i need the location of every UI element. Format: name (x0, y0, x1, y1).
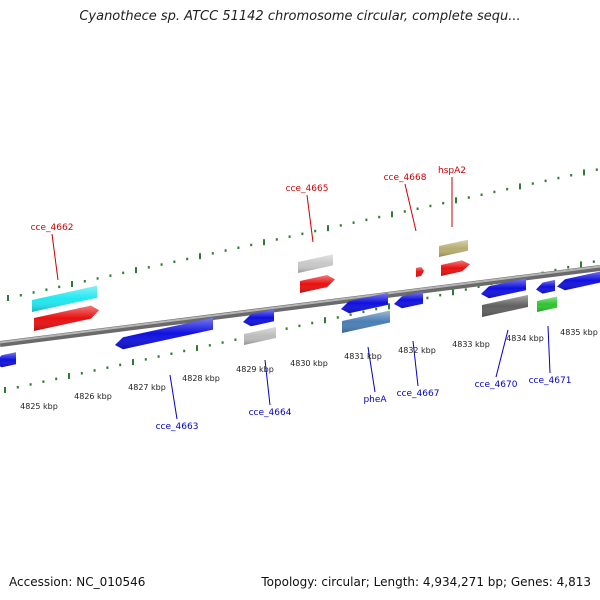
kbp-label: 4833 kbp (452, 340, 490, 349)
gene-label: cce_4671 (529, 376, 572, 386)
gene-label: cce_4670 (475, 380, 518, 390)
gene-label: pheA (363, 395, 387, 405)
gene-leader-line (412, 340, 419, 387)
gene-leader-line (495, 329, 509, 378)
gene-label: cce_4662 (31, 223, 74, 233)
gene-feature-shading (482, 295, 528, 317)
gene-feature-shading (0, 352, 16, 368)
gene-feature-shading (300, 275, 335, 293)
kbp-label: 4830 kbp (290, 359, 328, 368)
gene-feature-shading (536, 279, 555, 294)
kbp-label: 4835 kbp (560, 328, 598, 337)
gene-label: cce_4665 (286, 184, 329, 194)
gene-feature-shading (481, 278, 526, 299)
gene-labels: cce_4662 cce_4665 cce_4668 hspA2 cce_4663 cce… (31, 166, 572, 432)
tick-track-top (7, 168, 598, 301)
kbp-label: 4828 kbp (182, 374, 220, 383)
gene-feature-shading (342, 310, 390, 333)
gene-label: cce_4664 (249, 408, 292, 418)
kbp-label: 4827 kbp (128, 383, 166, 392)
gene-feature-shading (416, 266, 424, 277)
gene-features (0, 239, 600, 368)
gene-feature-shading (439, 239, 468, 257)
gene-feature-shading (557, 271, 600, 291)
gene-feature-shading (341, 292, 388, 314)
gene-feature-shading (394, 291, 423, 309)
gene-leader-line (169, 374, 178, 420)
gene-label: hspA2 (438, 166, 466, 176)
gene-leader-line (547, 325, 551, 374)
accession-text: Accession: NC_010546 (9, 575, 146, 589)
genome-summary-text: Topology: circular; Length: 4,934,271 bp… (261, 575, 591, 589)
gene-leader-line (51, 233, 59, 281)
gene-feature-shading (243, 309, 274, 327)
kbp-label: 4831 kbp (344, 352, 382, 361)
backbone-line (0, 265, 600, 347)
kbp-label: 4825 kbp (20, 402, 58, 411)
gene-label: cce_4668 (384, 173, 427, 183)
gene-feature-shading (115, 317, 213, 350)
gene-feature-shading (441, 260, 470, 276)
kbp-label: 4826 kbp (74, 392, 112, 401)
gene-leader-line (367, 346, 376, 393)
gene-feature-shading (298, 254, 333, 273)
chromosome-backbone (0, 265, 600, 347)
kbp-label: 4834 kbp (506, 334, 544, 343)
kbp-label: 4832 kbp (398, 346, 436, 355)
backbone-highlight (0, 265, 600, 344)
gene-feature-shading (537, 296, 557, 312)
gene-leader-line (306, 194, 314, 243)
gene-leader-line (404, 183, 417, 232)
gene-feature-shading (244, 327, 276, 345)
gene-leader-line (264, 359, 271, 406)
gene-feature-shading (32, 285, 97, 312)
kbp-labels: 4825 kbp 4826 kbp 4827 kbp 4828 kbp 4829 kbp… (20, 328, 598, 411)
gene-label: cce_4667 (397, 389, 440, 399)
kbp-label: 4829 kbp (236, 365, 274, 374)
sequence-title: Cyanothece sp. ATCC 51142 chromosome cir… (79, 9, 521, 24)
gene-feature-shading (34, 305, 99, 331)
gene-label: cce_4663 (156, 422, 199, 432)
